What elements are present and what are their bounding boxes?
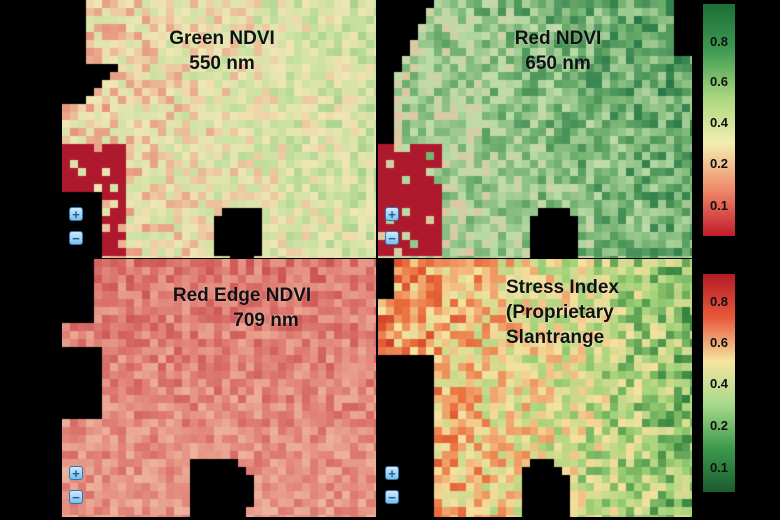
legend-tick: 0.4 — [709, 115, 729, 130]
stress-color-gradient — [703, 274, 735, 492]
legend-tick: 0.2 — [709, 418, 729, 433]
legend-tick: 0.4 — [709, 376, 729, 391]
red-ndvi-title-line1: Red NDVI — [514, 28, 602, 49]
green-ndvi-raster — [62, 0, 376, 258]
zoom-in-button[interactable]: + — [385, 207, 399, 221]
green-ndvi-title-line1: Green NDVI — [169, 28, 275, 49]
zoom-out-button[interactable]: − — [385, 231, 399, 245]
stress-index-title-line2: (Proprietary — [506, 302, 614, 323]
legend-tick: 0.6 — [709, 335, 729, 350]
red-ndvi-title-line2: 650 nm — [525, 53, 591, 74]
legend-tick: 0.6 — [709, 74, 729, 89]
red-edge-ndvi-title: Red Edge NDVI 709 nm — [152, 283, 332, 333]
legend-tick: 0.8 — [709, 34, 729, 49]
stress-index-title: Stress Index (Proprietary Slantrange — [506, 275, 676, 350]
green-ndvi-title: Green NDVI 550 nm — [142, 26, 302, 76]
legend-tick: 0.8 — [709, 294, 729, 309]
stress-index-map[interactable]: Stress Index (Proprietary Slantrange + − — [378, 259, 692, 517]
stress-color-legend: 0.8 0.6 0.4 0.2 0.1 — [703, 274, 739, 492]
stress-index-title-line3: Slantrange — [506, 327, 605, 348]
green-ndvi-title-line2: 550 nm — [189, 53, 255, 74]
red-edge-ndvi-map[interactable]: Red Edge NDVI 709 nm + − — [62, 259, 376, 517]
red-ndvi-title: Red NDVI 650 nm — [478, 26, 638, 76]
zoom-in-button[interactable]: + — [385, 466, 399, 480]
stress-index-title-line1: Stress Index — [506, 277, 619, 298]
legend-tick: 0.1 — [709, 460, 729, 475]
red-ndvi-raster — [378, 0, 692, 258]
zoom-in-button[interactable]: + — [69, 466, 83, 480]
legend-tick: 0.1 — [709, 198, 729, 213]
red-edge-ndvi-title-line1: Red Edge NDVI — [172, 285, 312, 306]
ndvi-color-gradient — [703, 4, 735, 236]
red-edge-ndvi-title-line2: 709 nm — [233, 310, 299, 331]
ndvi-color-legend: 0.8 0.6 0.4 0.2 0.1 — [703, 4, 739, 236]
red-ndvi-map[interactable]: Red NDVI 650 nm + − — [378, 0, 692, 258]
red-edge-ndvi-raster — [62, 259, 376, 517]
zoom-out-button[interactable]: − — [69, 231, 83, 245]
stress-index-raster — [378, 259, 692, 517]
zoom-out-button[interactable]: − — [385, 490, 399, 504]
zoom-in-button[interactable]: + — [69, 207, 83, 221]
zoom-out-button[interactable]: − — [69, 490, 83, 504]
legend-tick: 0.2 — [709, 156, 729, 171]
green-ndvi-map[interactable]: Green NDVI 550 nm + − — [62, 0, 376, 258]
